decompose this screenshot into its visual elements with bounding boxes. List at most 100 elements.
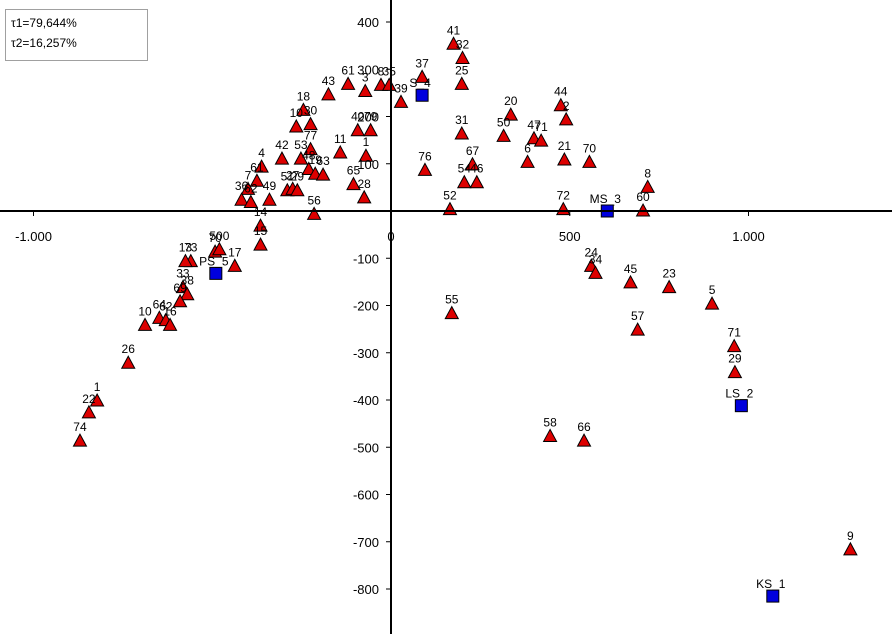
object-point [303,116,318,131]
object-point [243,194,259,209]
point-label: 71 [534,120,548,134]
object-point [178,253,193,268]
point-label: 67 [466,144,480,158]
variable-point [766,589,780,603]
object-point [137,317,153,331]
point-label: 15 [254,224,268,238]
x-tick-label: 0 [387,229,394,244]
object-point [162,317,178,331]
object-point [469,174,485,189]
object-point [179,286,195,301]
point-label: 25 [455,63,469,77]
object-point [254,159,269,173]
object-point [503,107,519,121]
point-label: 71 [728,326,742,340]
point-label: 34 [589,252,603,266]
object-point [293,151,309,165]
object-point [417,162,433,176]
x-tick-label: 500 [559,229,581,244]
point-label: 13 [179,241,193,255]
point-label: 54 [458,162,472,176]
object-point [288,118,304,133]
object-point [442,201,458,216]
point-label: 74 [73,420,87,434]
point-label: 69 [173,281,187,295]
variable-point [734,399,748,413]
point-label: 33 [176,267,190,281]
y-tick-label: 300 [357,62,379,77]
variance-legend: τ1=79,644% τ2=16,257% [5,9,148,61]
point-label: 3 [362,71,369,85]
point-label: 65 [347,164,361,178]
point-label: 70 [208,231,222,245]
point-label: 29 [291,170,305,184]
point-label: 49 [263,179,277,193]
x-tick-label: 1.000 [732,229,765,244]
object-point [446,36,461,50]
object-point [381,77,397,91]
y-tick-label: -800 [353,582,379,597]
point-label: 66 [577,420,591,434]
point-label: 31 [455,113,469,127]
point-label: 4 [258,146,265,160]
object-point [520,154,535,168]
variable-label: PS_5 [199,254,229,268]
point-label: 1 [363,135,370,149]
object-point [315,167,331,181]
point-label: 39 [394,81,408,95]
point-label: 40 [351,110,365,124]
point-label: 72 [557,189,571,203]
point-label: 500 [209,229,229,243]
y-tick-label: 400 [357,15,379,30]
y-tick-label: -100 [353,251,379,266]
point-label: 19 [309,153,323,167]
object-point [253,218,268,232]
x-tick-label: -1.000 [15,229,52,244]
variable-label: LS_2 [725,387,753,401]
point-label: 61 [250,160,264,174]
object-point [301,161,317,175]
point-label: 5 [709,283,716,297]
point-label: 50 [497,115,511,129]
y-tick-label: -600 [353,488,379,503]
object-point [321,86,336,101]
point-label: 10 [290,106,304,120]
point-label: 32 [456,37,470,51]
object-point [234,192,249,206]
point-label: 44 [554,85,568,99]
point-label: 27 [286,168,300,182]
point-label: 51 [281,170,295,184]
point-label: 37 [415,56,429,70]
object-point [120,355,136,369]
object-point [496,128,511,142]
object-point [456,174,472,189]
point-label: 9 [847,529,854,543]
tau2-label: τ2=16,257% [11,36,77,50]
point-label: 62 [244,182,258,196]
object-point [454,76,470,90]
point-label: 14 [254,205,268,219]
object-point [350,122,366,137]
object-point [727,364,743,379]
y-tick-label: -200 [353,299,379,314]
object-point [296,102,311,116]
point-label: 64 [153,297,167,311]
point-label: 23 [662,267,676,281]
object-point [81,404,97,419]
y-tick-label: -500 [353,440,379,455]
object-point [623,274,638,289]
point-label: 60 [636,190,650,204]
object-point [172,293,188,308]
point-label: 1 [94,380,101,394]
point-label: 26 [122,342,136,356]
point-label: 28 [358,177,372,191]
point-label: 45 [624,262,638,276]
point-label: 35 [383,64,397,78]
object-point [274,151,290,165]
object-point [455,50,470,64]
object-point [346,176,361,191]
object-point [576,433,592,447]
point-label: 79 [364,110,378,124]
point-label: 63 [316,154,330,168]
